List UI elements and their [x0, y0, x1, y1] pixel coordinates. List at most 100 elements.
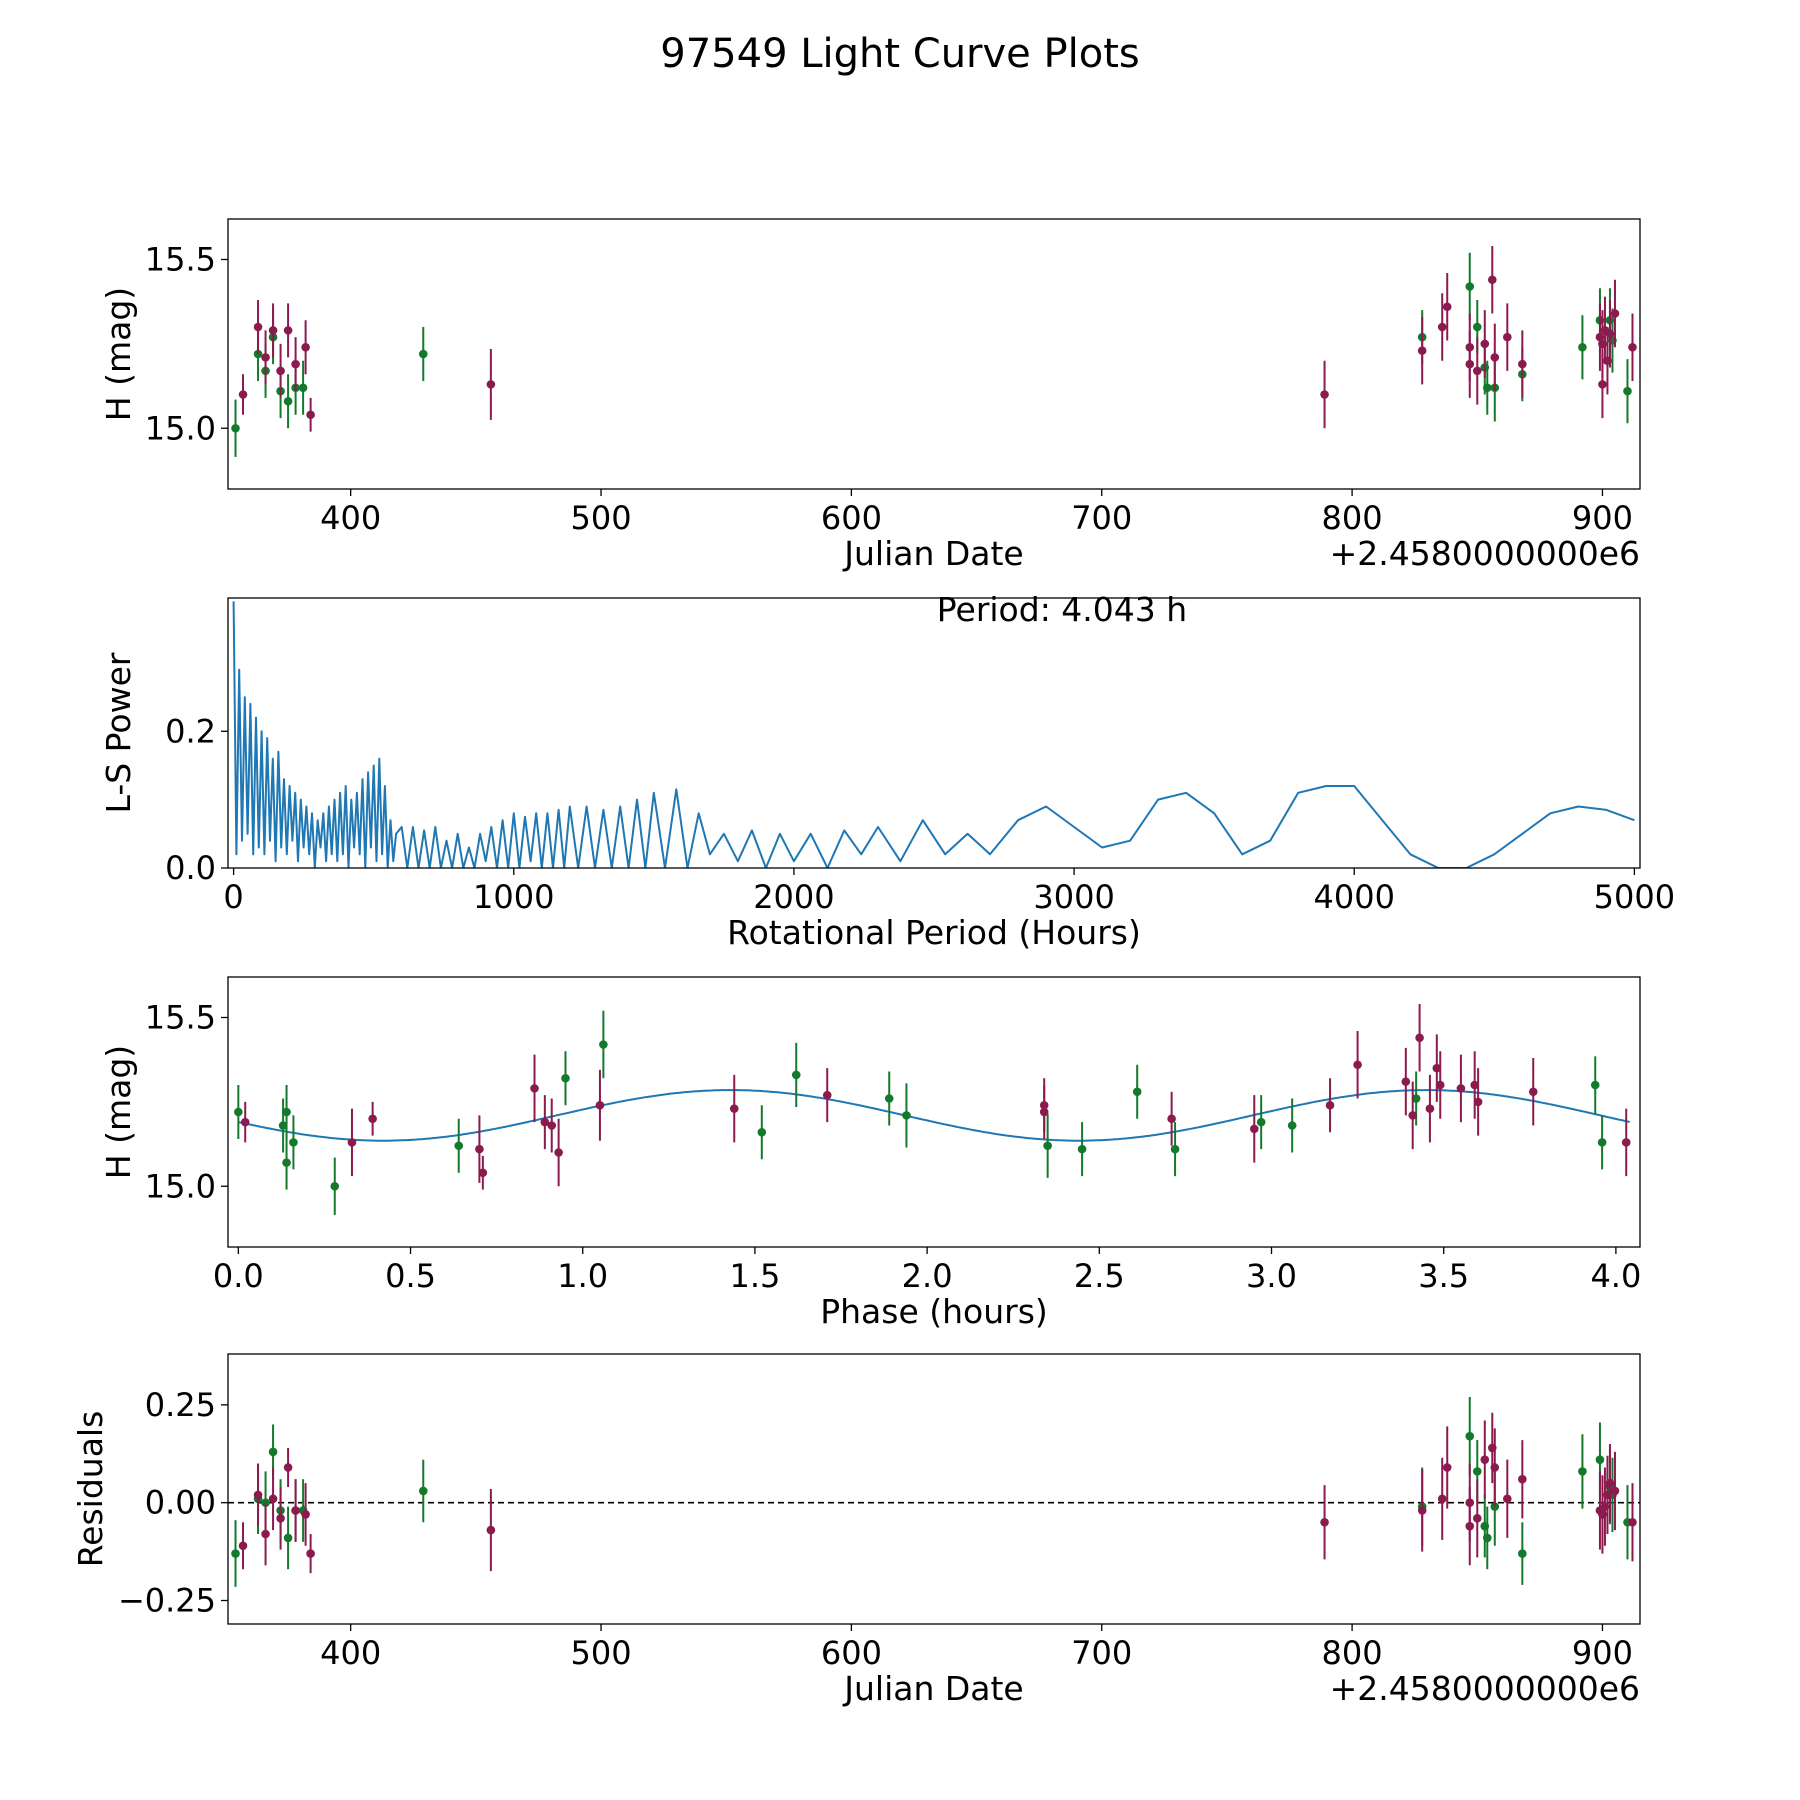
data-point — [1480, 339, 1490, 349]
figure-title: 97549 Light Curve Plots — [660, 31, 1139, 77]
data-point — [454, 1141, 464, 1151]
x-tick-label: 1.0 — [557, 1257, 608, 1295]
data-point — [418, 1486, 428, 1496]
x-tick-label: 3000 — [1033, 878, 1114, 916]
x-tick-label: 0.5 — [385, 1257, 436, 1295]
data-point — [347, 1138, 357, 1147]
y-tick-label: 0.2 — [165, 712, 216, 750]
data-point — [1417, 1506, 1427, 1515]
data-point — [268, 1494, 278, 1504]
data-point — [291, 359, 300, 369]
plot-area — [232, 601, 1635, 868]
x-tick-label: 400 — [320, 1634, 381, 1672]
data-point — [1287, 1121, 1297, 1130]
x-axis-label: Phase (hours) — [820, 1292, 1048, 1331]
x-axis-label: Julian Date — [842, 1669, 1024, 1708]
data-point — [276, 366, 285, 376]
data-point — [283, 396, 293, 406]
data-point — [231, 423, 240, 433]
x-tick-label: 4.0 — [1590, 1257, 1641, 1295]
x-tick-label: 1000 — [473, 878, 554, 916]
data-point — [1598, 380, 1607, 389]
data-point — [1610, 309, 1620, 318]
data-point — [1518, 1474, 1527, 1484]
data-point — [595, 1100, 605, 1110]
data-point — [1518, 359, 1527, 369]
x-axis-label: Rotational Period (Hours) — [727, 913, 1141, 952]
y-tick-label: 0.25 — [145, 1386, 216, 1424]
data-point — [1482, 1533, 1492, 1543]
data-point — [1597, 1138, 1607, 1147]
x-tick-label: 800 — [1322, 499, 1383, 537]
data-point — [1465, 1431, 1475, 1441]
data-point — [253, 1490, 263, 1500]
data-point — [1435, 1080, 1445, 1090]
data-point — [268, 326, 278, 335]
data-point — [791, 1070, 801, 1080]
data-point — [902, 1111, 911, 1120]
data-point — [1470, 1080, 1479, 1090]
y-tick-label: 15.5 — [145, 241, 216, 279]
data-point — [283, 326, 293, 335]
data-point — [1605, 1478, 1615, 1488]
data-point — [1528, 1087, 1538, 1097]
data-point — [1043, 1141, 1052, 1151]
data-point — [561, 1073, 570, 1083]
data-point — [540, 1117, 550, 1127]
data-point — [1480, 1455, 1490, 1464]
data-point — [1437, 1494, 1447, 1504]
data-point — [1320, 390, 1329, 399]
data-point — [298, 383, 308, 393]
data-point — [1249, 1124, 1259, 1134]
data-point — [486, 380, 496, 389]
data-point — [261, 1529, 270, 1539]
series-magenta — [240, 1004, 1631, 1190]
data-point — [1465, 1521, 1475, 1531]
data-point — [1482, 383, 1492, 393]
y-tick-label: 0.00 — [145, 1484, 216, 1522]
data-point — [418, 349, 428, 359]
data-point — [547, 1121, 557, 1130]
data-point — [1077, 1144, 1087, 1154]
data-point — [1518, 1549, 1527, 1558]
x-tick-label: 900 — [1572, 499, 1633, 537]
data-point — [822, 1090, 832, 1100]
data-point — [1442, 1463, 1452, 1472]
data-point — [1490, 353, 1500, 362]
data-point — [1628, 1517, 1637, 1527]
data-point — [1417, 346, 1427, 355]
chart-periodogram: 0 1000 2000 3000 4000 5000 0.0 0.2 Rotational Pe… — [99, 590, 1675, 952]
plot-area — [228, 1397, 1640, 1587]
data-point — [884, 1094, 894, 1103]
x-tick-label: 2.0 — [902, 1257, 953, 1295]
y-axis-label: L-S Power — [99, 652, 138, 813]
x-tick-label: 700 — [1071, 1634, 1132, 1672]
series-magenta — [238, 246, 1637, 432]
data-point — [530, 1084, 539, 1093]
data-point — [1595, 1455, 1605, 1464]
data-point — [1472, 1514, 1482, 1523]
data-point — [1472, 1467, 1482, 1476]
x-tick-label: 5000 — [1594, 878, 1675, 916]
data-point — [1490, 1463, 1500, 1472]
data-point — [368, 1114, 377, 1124]
data-point — [1456, 1084, 1466, 1093]
y-tick-label: 0.0 — [165, 849, 216, 887]
data-point — [1465, 359, 1475, 369]
period-annotation: Period: 4.043 h — [937, 590, 1187, 629]
data-point — [291, 1506, 300, 1515]
y-tick-label: −0.25 — [118, 1582, 216, 1620]
data-point — [301, 1510, 310, 1519]
y-tick-label: 15.0 — [145, 1167, 216, 1205]
data-point — [757, 1127, 767, 1137]
x-tick-label: 800 — [1322, 1634, 1383, 1672]
data-point — [306, 1549, 315, 1558]
data-point — [301, 342, 310, 352]
data-point — [278, 1121, 288, 1130]
y-tick-label: 15.0 — [145, 409, 216, 447]
axes-frame — [227, 1353, 1641, 1625]
data-point — [1623, 386, 1632, 396]
axes-frame — [227, 218, 1641, 490]
data-point — [1415, 1033, 1424, 1043]
x-tick-label: 900 — [1572, 1634, 1633, 1672]
